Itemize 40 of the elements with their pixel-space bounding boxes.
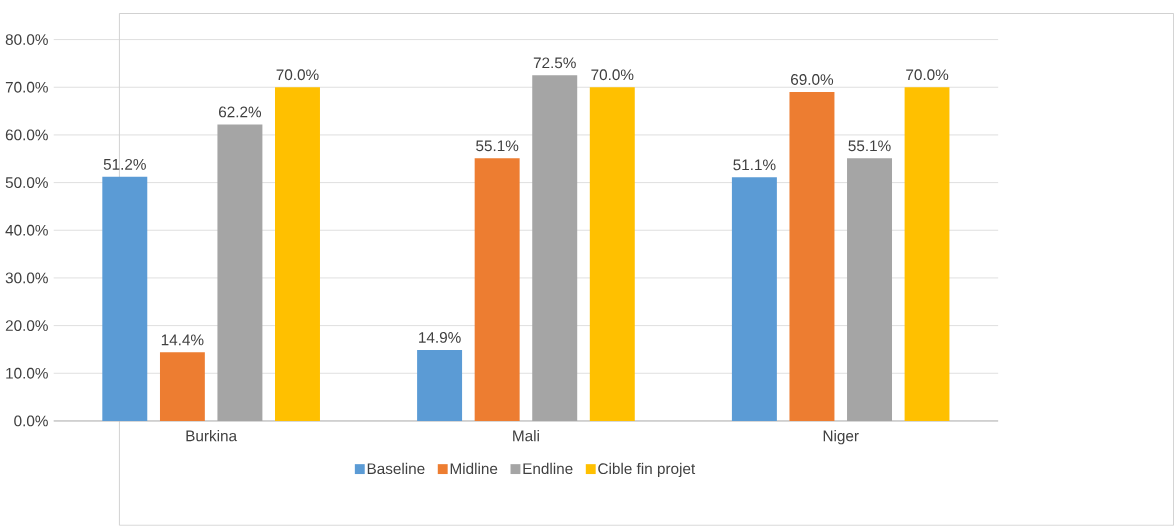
bar [217,124,263,422]
bar [275,87,320,422]
y-tick-label: 50.0% [5,177,48,189]
data-label: 62.2% [219,106,262,118]
y-tick-label: 40.0% [5,224,48,236]
legend-label: Endline [523,463,573,475]
data-label: 72.5% [533,57,576,69]
y-tick-label: 0.0% [14,415,48,427]
bar [589,87,635,422]
bar [904,87,950,422]
legend-label: Cible fin projet [598,463,696,478]
bar [532,75,578,422]
bar [789,92,835,422]
data-label: 70.0% [591,69,634,81]
data-label: 70.0% [906,69,949,81]
data-label: 14.9% [419,332,461,343]
legend-label: Baseline [367,463,425,475]
x-tick-label: Niger [823,430,859,445]
data-label: 69.0% [791,74,834,86]
data-label: 70.0% [276,69,319,81]
x-tick-label: Mali [513,430,539,442]
y-tick-label: 20.0% [5,320,48,332]
data-label: 55.1% [848,140,891,152]
y-tick-label: 10.0% [6,367,48,379]
bar [159,352,205,422]
bar [731,177,777,422]
bar [417,350,463,422]
bar [847,158,893,422]
y-tick-label: 30.0% [5,272,48,284]
bar [474,158,520,422]
y-tick-label: 80.0% [5,34,48,46]
legend-label: Midline [450,463,498,475]
bar [102,176,148,422]
x-tick-label: Burkina [186,430,238,442]
data-label: 51.1% [733,159,776,171]
data-label: 14.4% [161,334,204,346]
y-tick-label: 60.0% [5,129,48,141]
y-tick-label: 70.0% [5,81,48,93]
data-label: 55.1% [476,140,519,152]
data-label: 51.2% [103,159,146,170]
